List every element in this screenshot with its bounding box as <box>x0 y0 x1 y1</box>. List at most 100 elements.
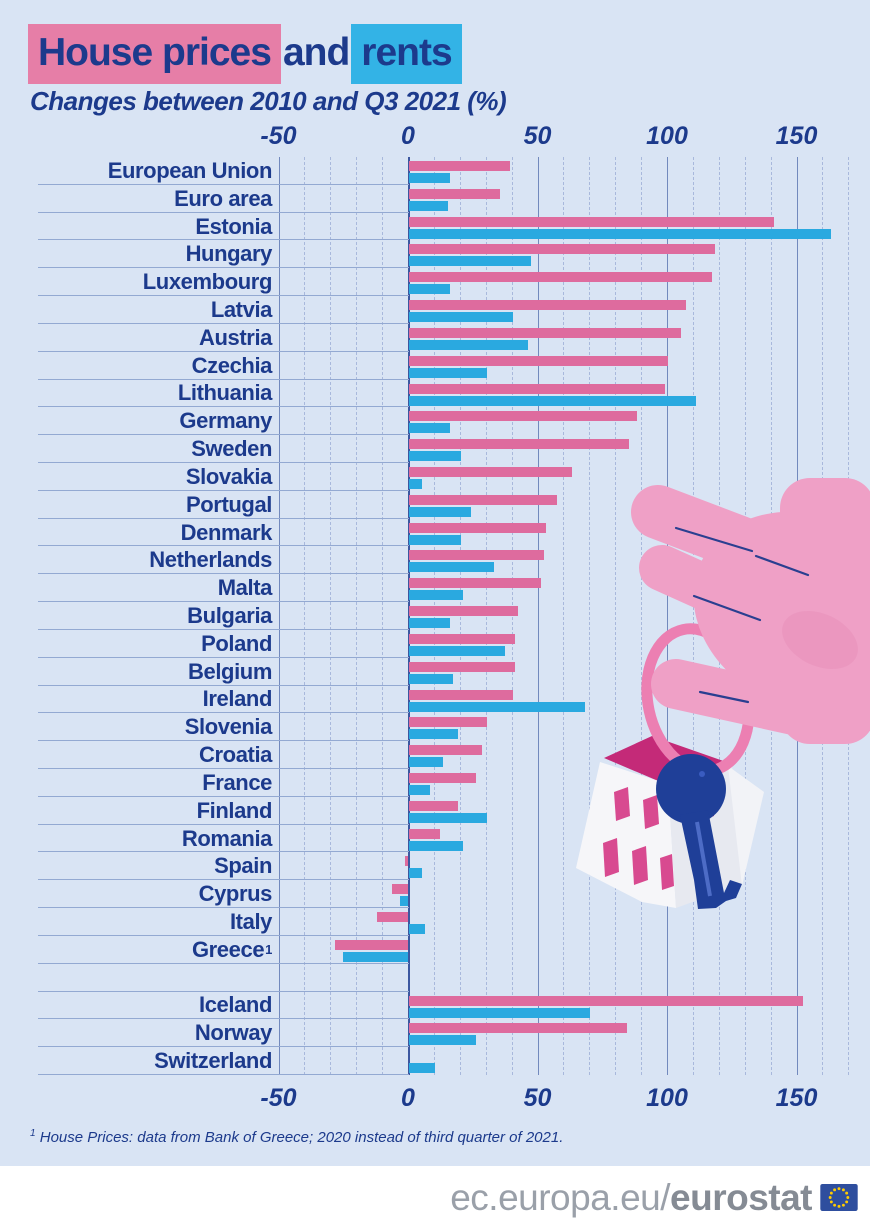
country-label: Portugal <box>185 491 272 517</box>
rents-bar <box>409 868 422 879</box>
table-row-slovakia: Slovakia <box>0 463 870 491</box>
country-label: Switzerland <box>154 1048 272 1074</box>
table-row-spain: Spain <box>0 852 870 881</box>
url-eurostat: eurostat <box>670 1176 812 1218</box>
country-label: Ireland <box>202 686 273 712</box>
page-title: House prices and rents <box>28 24 462 84</box>
rents-bar <box>409 701 586 712</box>
table-row-latvia: Latvia <box>0 296 870 324</box>
prices-bar <box>409 800 459 811</box>
table-row-norway: Norway <box>0 1019 870 1048</box>
rents-bar <box>409 284 451 295</box>
axis-tick-bottom--50: -50 <box>260 1084 297 1112</box>
rents-bar <box>409 785 430 795</box>
eurostat-banner: ec.europa.eu/eurostat <box>0 1166 870 1229</box>
prices-bar <box>409 995 803 1006</box>
rents-bar <box>409 645 505 656</box>
row-separator <box>38 990 409 992</box>
table-row-greece: Greece 1 <box>0 936 870 964</box>
table-row-lithuania: Lithuania <box>0 380 870 408</box>
gridline--20 <box>356 157 358 1075</box>
table-row-sweden: Sweden <box>0 435 870 463</box>
axis-tick-top-150: 150 <box>775 122 818 150</box>
row-separator <box>38 684 409 686</box>
rents-bar <box>409 451 461 462</box>
footnote-text: House Prices: data from Bank of Greece; … <box>35 1129 564 1146</box>
row-separator <box>38 517 409 519</box>
rents-bar <box>409 256 531 267</box>
prices-bar <box>409 327 681 338</box>
row-separator <box>38 962 409 964</box>
rents-bar <box>409 924 425 935</box>
gridline--40 <box>304 157 306 1075</box>
prices-bar <box>409 161 510 171</box>
gridline--50 <box>278 157 280 1075</box>
country-label: Italy <box>229 908 272 934</box>
table-row-france: France <box>0 769 870 797</box>
prices-bar <box>409 411 637 422</box>
country-label: Bulgaria <box>187 602 272 628</box>
rents-bar <box>409 312 513 323</box>
country-label: Lithuania <box>177 380 273 406</box>
prices-bar <box>376 912 408 923</box>
table-row-switzerland: Switzerland <box>0 1047 870 1075</box>
title-rents-highlight: rents <box>351 24 462 84</box>
table-row-czechia: Czechia <box>0 352 870 380</box>
rents-bar <box>409 1063 435 1074</box>
row-separator <box>38 740 409 742</box>
row-separator <box>38 823 409 825</box>
prices-bar <box>409 188 500 199</box>
country-label: Austria <box>199 324 272 350</box>
gridline--10 <box>382 157 384 1075</box>
country-label: Romania <box>181 825 273 851</box>
country-label: Germany <box>179 408 272 434</box>
country-label: Sweden <box>191 436 272 462</box>
country-label: Estonia <box>195 213 272 239</box>
row-separator <box>38 461 409 463</box>
country-label: Malta <box>217 575 273 601</box>
prices-bar <box>409 745 482 756</box>
table-row-malta: Malta <box>0 574 870 603</box>
prices-bar <box>409 494 557 505</box>
eurostat-url: ec.europa.eu/eurostat <box>450 1177 812 1219</box>
country-label: Denmark <box>180 519 273 545</box>
rents-bar <box>409 757 443 768</box>
rents-bar <box>409 812 487 823</box>
table-row-cyprus: Cyprus <box>0 880 870 909</box>
rents-bar <box>409 228 832 239</box>
rents-bar <box>409 1007 591 1018</box>
row-separator <box>38 267 409 269</box>
row-separator <box>38 1046 409 1048</box>
rents-bar <box>409 506 472 517</box>
row-separator <box>38 907 409 909</box>
row-separator <box>38 601 409 603</box>
row-separator <box>38 350 409 352</box>
axis-tick-bottom-150: 150 <box>775 1084 818 1112</box>
prices-bar <box>409 439 630 450</box>
row-separator <box>38 378 409 380</box>
chart-subtitle: Changes between 2010 and Q3 2021 (%) <box>30 86 507 116</box>
table-row-bulgaria: Bulgaria <box>0 602 870 630</box>
row-separator <box>38 934 409 936</box>
country-label: Finland <box>196 797 273 823</box>
rents-bar <box>409 423 451 434</box>
url-prefix: ec.europa.eu/ <box>450 1176 671 1218</box>
row-separator <box>38 211 409 213</box>
rents-bar <box>409 673 454 684</box>
prices-bar <box>405 856 408 867</box>
row-separator <box>38 656 409 658</box>
country-label: Netherlands <box>149 547 272 573</box>
table-row-netherlands: Netherlands <box>0 546 870 575</box>
rents-bar <box>409 1035 477 1046</box>
rents-bar <box>409 367 487 378</box>
footnote: 1 House Prices: data from Bank of Greece… <box>30 1128 563 1146</box>
prices-bar <box>409 661 516 672</box>
row-separator <box>38 628 409 630</box>
table-row-ireland: Ireland <box>0 686 870 714</box>
prices-bar <box>409 244 715 255</box>
prices-bar <box>409 633 516 644</box>
country-label: Luxembourg <box>142 269 273 295</box>
table-row-croatia: Croatia <box>0 741 870 769</box>
